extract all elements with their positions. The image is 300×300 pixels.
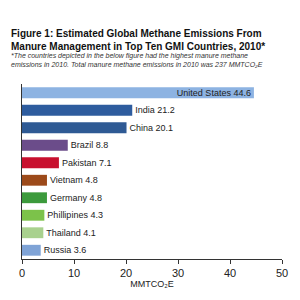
- svg-text:0: 0: [19, 267, 25, 279]
- svg-text:40: 40: [224, 267, 236, 279]
- svg-text:Phillipines 4.3: Phillipines 4.3: [47, 210, 103, 220]
- svg-text:10: 10: [68, 267, 80, 279]
- svg-text:Russia 3.6: Russia 3.6: [44, 245, 87, 255]
- svg-text:50: 50: [276, 267, 288, 279]
- svg-text:30: 30: [172, 267, 184, 279]
- svg-text:Germany 4.8: Germany 4.8: [50, 193, 102, 203]
- svg-text:China 20.1: China 20.1: [130, 123, 174, 133]
- svg-text:Thailand 4.1: Thailand 4.1: [46, 228, 96, 238]
- svg-text:Vietnam 4.8: Vietnam 4.8: [50, 175, 98, 185]
- svg-text:Brazil 8.8: Brazil 8.8: [71, 140, 109, 150]
- svg-text:MMTCO₂E: MMTCO₂E: [130, 279, 174, 289]
- svg-text:United States 44.6: United States 44.6: [177, 88, 251, 98]
- svg-text:India 21.2: India 21.2: [135, 105, 175, 115]
- svg-text:Figure 1: Estimated Global Met: Figure 1: Estimated Global Methane Emiss…: [11, 28, 265, 52]
- svg-text:*The countries depicted in the: *The countries depicted in the below fig…: [11, 52, 263, 68]
- svg-text:20: 20: [120, 267, 132, 279]
- svg-text:Pakistan 7.1: Pakistan 7.1: [62, 158, 112, 168]
